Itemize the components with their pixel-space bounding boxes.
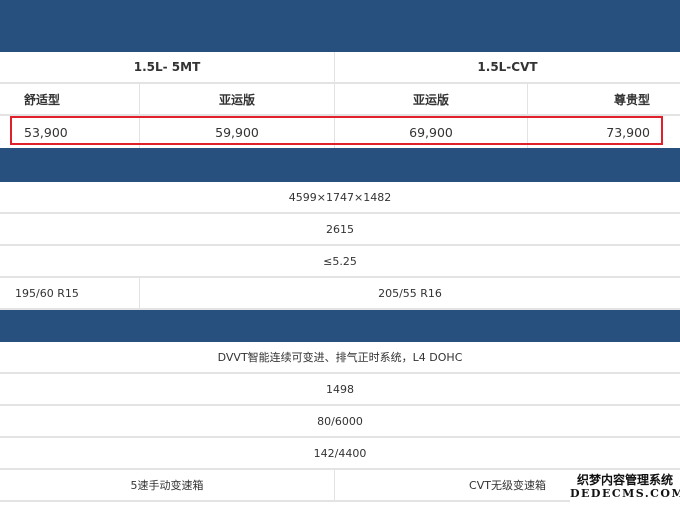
price-cell: 59,900 (140, 116, 335, 148)
spec-row: 5速手动变速箱 CVT无级变速箱 (0, 470, 680, 502)
power-value: 80/6000 (317, 414, 363, 428)
spec-row: 80/6000 (0, 406, 680, 438)
engine-tech-value: DVVT智能连续可变进、排气正时系统，L4 DOHC (217, 351, 463, 364)
price-cell: 69,900 (335, 116, 528, 148)
price-cell: 53,900 (0, 116, 140, 148)
spec-row: 195/60 R15 205/55 R16 (0, 278, 680, 310)
wheelbase-value: 2615 (326, 222, 354, 236)
price-row: 53,900 59,900 69,900 73,900 (0, 116, 680, 148)
transmission-value: 5速手动变速箱 (0, 470, 335, 500)
spec-row: 142/4400 (0, 438, 680, 470)
group-header-cvt: 1.5L-CVT (477, 60, 538, 74)
price-highlight-box (10, 116, 663, 145)
section-band-engine (0, 310, 680, 342)
tire-value: 205/55 R16 (378, 286, 442, 300)
watermark-logo: 织梦内容管理系统 DEDECMS.COM (570, 474, 680, 502)
price-cell: 73,900 (606, 124, 650, 140)
trim-header: 尊贵型 (613, 92, 650, 107)
watermark-line2: DEDECMS.COM (570, 487, 680, 500)
trim-header-row: 舒适型 亚运版 亚运版 尊贵型 (0, 84, 680, 116)
section-band-body (0, 148, 680, 182)
trim-header: 亚运版 (335, 84, 528, 114)
fuel-value: ≤5.25 (323, 254, 357, 268)
trim-header: 亚运版 (140, 84, 335, 114)
spec-row: ≤5.25 (0, 246, 680, 278)
torque-value: 142/4400 (313, 446, 367, 460)
group-header-row: 1.5L- 5MT 1.5L-CVT (0, 52, 680, 84)
spec-row: 1498 (0, 374, 680, 406)
spec-row: 4599×1747×1482 (0, 182, 680, 214)
spec-row: DVVT智能连续可变进、排气正时系统，L4 DOHC (0, 342, 680, 374)
displacement-value: 1498 (326, 382, 354, 396)
tire-value: 195/60 R15 (0, 278, 140, 308)
watermark-line1: 织梦内容管理系统 (576, 473, 673, 487)
section-band-top (0, 0, 680, 52)
trim-header: 舒适型 (0, 84, 140, 114)
group-header-mt: 1.5L- 5MT (0, 52, 335, 82)
spec-row: 2615 (0, 214, 680, 246)
transmission-value: CVT无级变速箱 (469, 479, 546, 492)
dimensions-value: 4599×1747×1482 (288, 190, 392, 204)
